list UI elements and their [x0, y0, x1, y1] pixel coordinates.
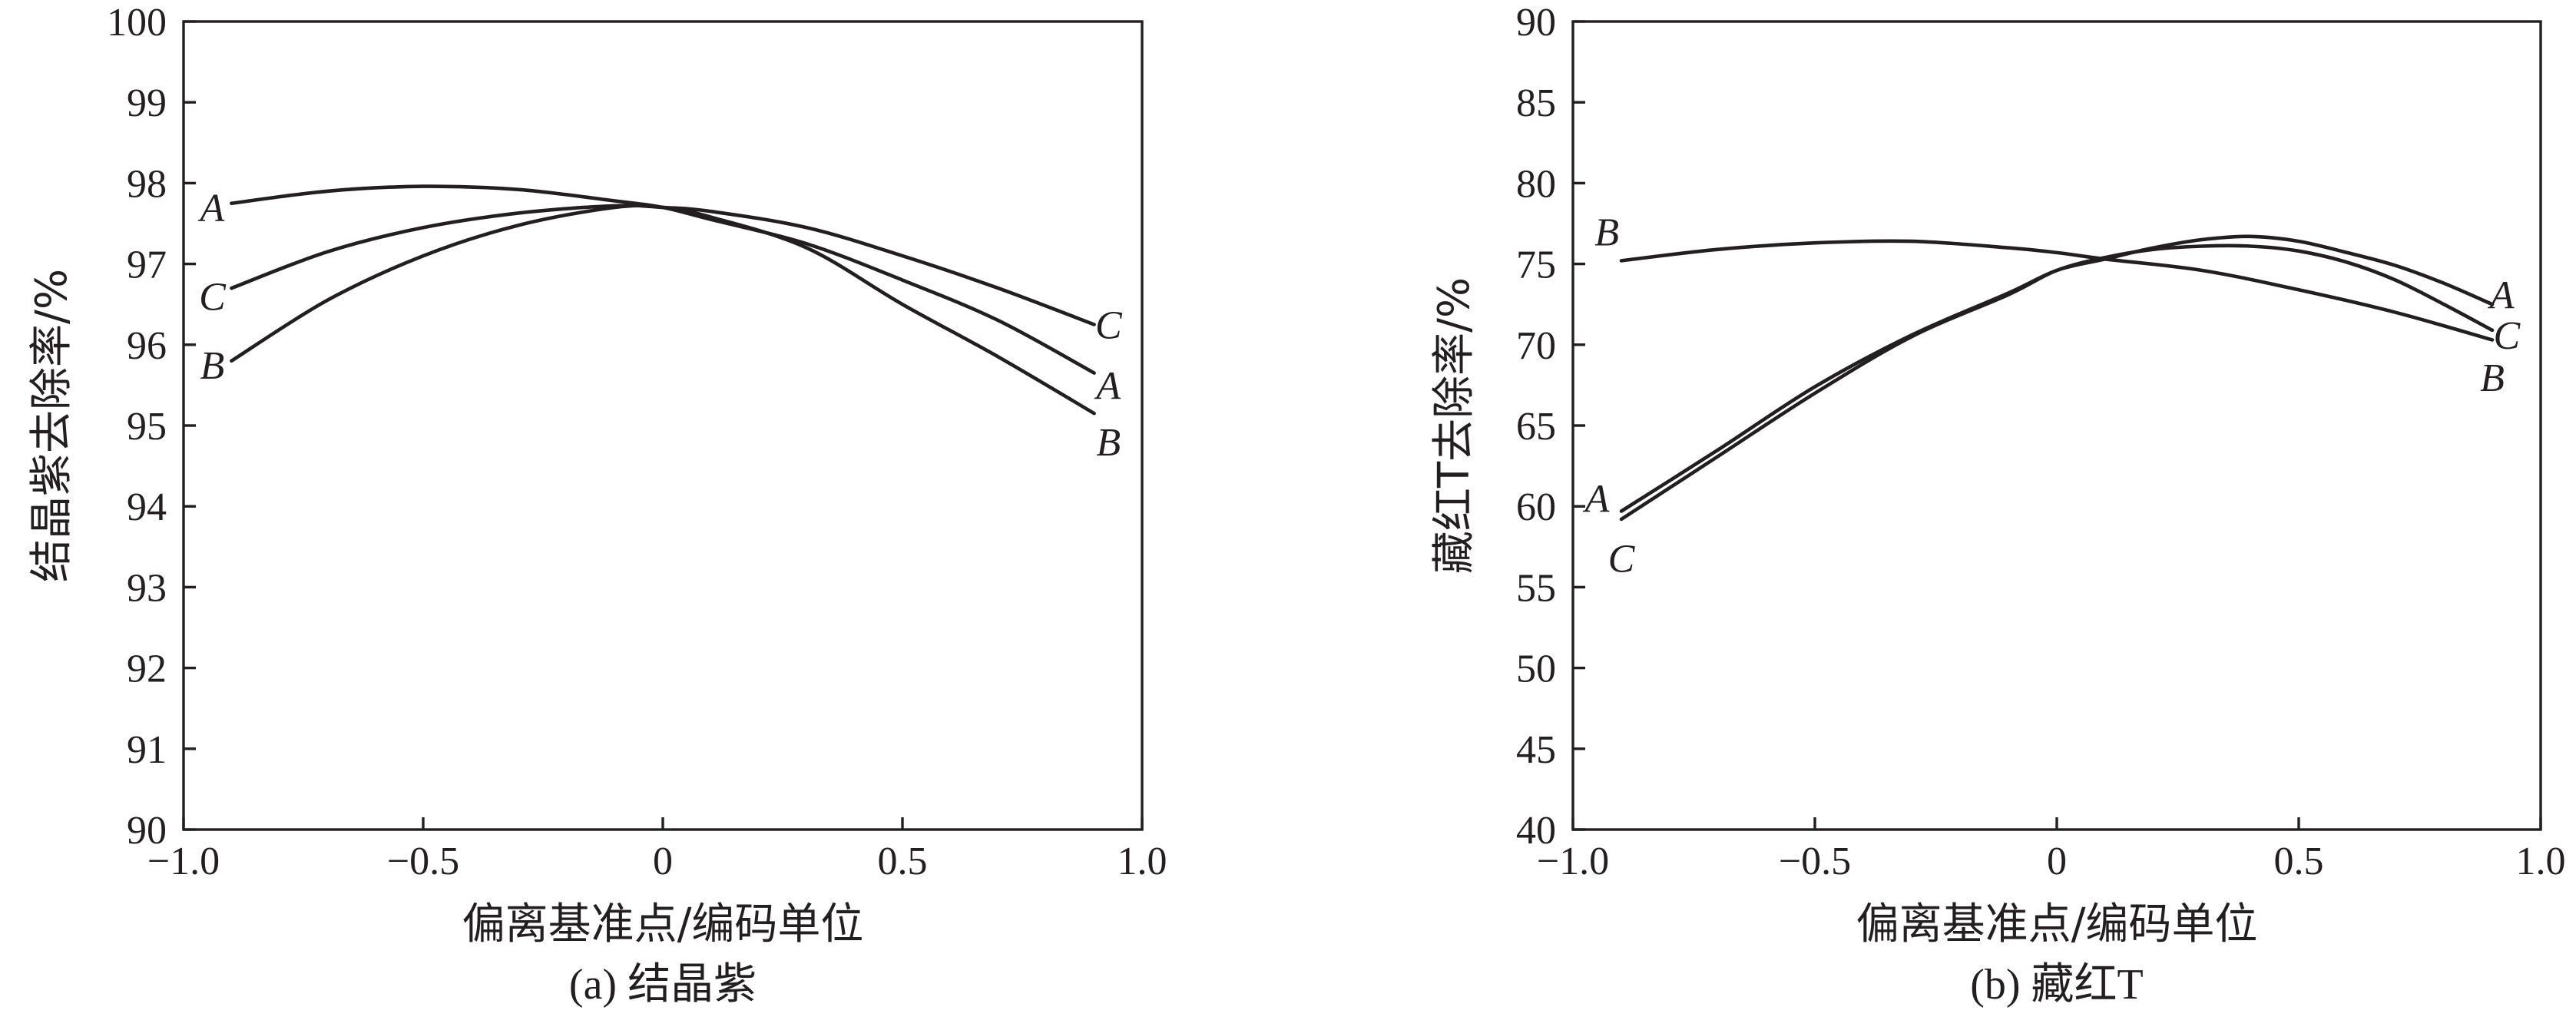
panel-a-ticks: −1.0 −0.5 0 0.5 1.0 90 91 92 93 94 95 96 97 98 99 100 — [107, 1, 1167, 883]
panel-a-y-tick-label: 100 — [107, 1, 167, 45]
panel-a-caption: (a) 结晶紫 — [569, 961, 757, 1009]
panel-a-series-c-label: C — [199, 276, 227, 320]
panel-b-y-tick-label: 65 — [1516, 405, 1556, 449]
panel-a-y-tick-label: 95 — [127, 405, 167, 449]
panel-a: −1.0 −0.5 0 0.5 1.0 90 91 92 93 94 95 96 97 98 99 100 A… — [27, 1, 1167, 1009]
panel-a-x-tick-label: −1.0 — [147, 840, 220, 883]
panel-b-series-c-line — [1619, 243, 2495, 522]
panel-a-series-b-label: B — [200, 344, 225, 388]
panel-b-y-tick-label: 80 — [1516, 162, 1556, 206]
panel-b-series-a-line — [1619, 234, 2495, 513]
panel-b-series-c-label: C — [2494, 314, 2521, 358]
panel-b-x-tick-label: −0.5 — [1779, 840, 1851, 883]
panel-a-y-tick-label: 94 — [127, 485, 167, 529]
panel-b-series-b-label: B — [2480, 356, 2505, 400]
panel-b-y-tick-label: 50 — [1516, 648, 1556, 691]
panel-b-y-tick-label: 85 — [1516, 81, 1556, 125]
panel-a-series-c-label: C — [1095, 304, 1123, 348]
panel-a-x-tick-label: 1.0 — [1117, 840, 1167, 883]
panel-a-y-tick-label: 99 — [127, 81, 167, 125]
panel-a-x-axis-title: 偏离基准点/编码单位 — [462, 899, 864, 949]
panel-b-series-c-label: C — [1608, 538, 1636, 581]
panel-b-series-a-label: A — [1583, 478, 1610, 522]
panel-b-x-tick-label: 1.0 — [2516, 840, 2566, 883]
panel-a-x-tick-label: 0.5 — [878, 840, 928, 883]
panel-b-x-tick-label: 0.5 — [2274, 840, 2324, 883]
panel-b-y-tick-label: 55 — [1516, 566, 1556, 610]
panel-a-series-b-line — [230, 204, 1096, 416]
panel-a-y-axis-title: 结晶紫去除率/% — [27, 269, 77, 582]
panel-a-y-tick-label: 91 — [127, 728, 167, 772]
panel-a-x-tick-label: 0 — [653, 840, 673, 883]
panel-a-series-a-label: A — [198, 187, 225, 230]
panel-b-y-tick-label: 90 — [1516, 1, 1556, 45]
panel-b-caption: (b) 藏红T — [1970, 961, 2144, 1009]
panel-b-y-tick-label: 75 — [1516, 243, 1556, 287]
panel-b-series-a-label: A — [2488, 274, 2515, 318]
panel-a-y-tick-label: 90 — [127, 809, 167, 853]
panel-a-y-tick-label: 97 — [127, 243, 167, 287]
panel-a-y-tick-label: 96 — [127, 324, 167, 368]
panel-a-series-b-label: B — [1096, 421, 1121, 465]
panel-b-y-tick-label: 60 — [1516, 485, 1556, 529]
panel-a-y-tick-label: 93 — [127, 566, 167, 610]
panel-a-y-tick-label: 98 — [127, 162, 167, 206]
panel-a-curves — [230, 184, 1096, 416]
panel-a-plot-frame — [182, 20, 1144, 831]
panel-b-series-b-label: B — [1594, 211, 1619, 255]
panel-b-plot-frame — [1571, 20, 2542, 831]
panel-b-x-axis-title: 偏离基准点/编码单位 — [1856, 899, 2258, 949]
panel-b-x-tick-label: −1.0 — [1537, 840, 1609, 883]
panel-a-x-tick-label: −0.5 — [387, 840, 459, 883]
panel-b-y-tick-label: 45 — [1516, 728, 1556, 772]
panel-a-series-c-line — [230, 204, 1096, 326]
panel-b-curves — [1619, 234, 2495, 522]
panel-b-ticks: −1.0 −0.5 0 0.5 1.0 40 45 50 55 60 65 70 75 80 85 90 — [1516, 1, 2566, 883]
panel-b-y-tick-label: 70 — [1516, 324, 1556, 368]
panel-a-series-a-label: A — [1094, 364, 1121, 408]
panel-a-y-tick-label: 92 — [127, 648, 167, 691]
panel-b-x-tick-label: 0 — [2047, 840, 2067, 883]
panel-b-y-axis-title: 藏红T去除率/% — [1429, 277, 1479, 574]
panel-b-series-b-line — [1619, 239, 2495, 342]
panel-a-series-a-line — [230, 184, 1096, 375]
panel-b-y-tick-label: 40 — [1516, 809, 1556, 853]
